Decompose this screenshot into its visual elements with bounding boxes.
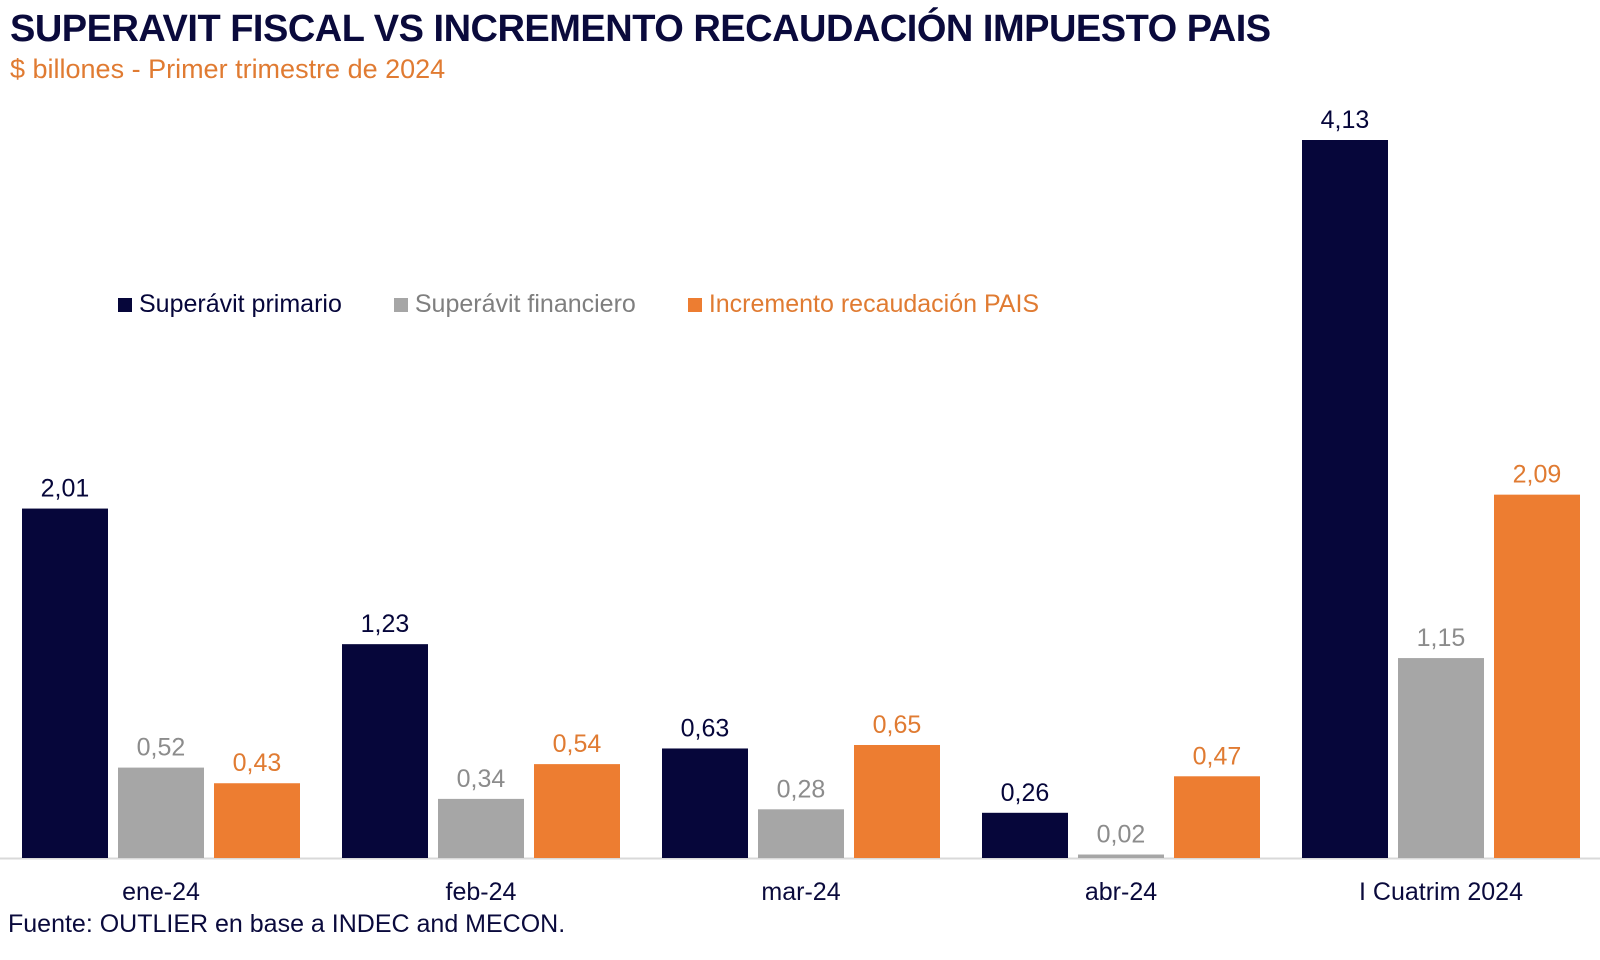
bar (1302, 140, 1388, 858)
legend-item-superavit-financiero: Superávit financiero (393, 290, 636, 319)
x-tick-label: feb-24 (446, 878, 517, 906)
data-label: 4,13 (1321, 106, 1370, 134)
data-label: 0,63 (681, 714, 730, 742)
x-tick-label: mar-24 (761, 878, 840, 906)
bar (982, 812, 1068, 858)
bar (758, 809, 844, 858)
legend: Superávit primario Superávit financiero … (118, 290, 1091, 319)
source-note: Fuente: OUTLIER en base a INDEC and MECO… (8, 910, 566, 938)
chart-title: SUPERAVIT FISCAL VS INCREMENTO RECAUDACI… (10, 8, 1271, 50)
bar (342, 644, 428, 858)
data-label: 0,28 (777, 775, 826, 803)
bar (214, 783, 300, 858)
data-label: 0,52 (137, 734, 186, 762)
data-label: 0,54 (553, 730, 602, 758)
data-label: 1,15 (1417, 624, 1466, 652)
legend-item-superavit-primario: Superávit primario (118, 290, 342, 319)
bar (22, 508, 108, 858)
bar (662, 748, 748, 858)
bar (1398, 658, 1484, 858)
data-label: 1,23 (361, 610, 410, 638)
data-label: 0,65 (873, 711, 922, 739)
data-label: 0,26 (1001, 779, 1050, 807)
data-label: 0,34 (457, 765, 506, 793)
bar (1078, 854, 1164, 858)
bar (1494, 494, 1580, 858)
legend-label: Superávit financiero (414, 290, 636, 318)
chart-subtitle: $ billones - Primer trimestre de 2024 (10, 54, 446, 84)
x-tick-label: I Cuatrim 2024 (1359, 878, 1523, 906)
bar (438, 798, 524, 858)
bar (1174, 776, 1260, 858)
data-label: 0,43 (233, 749, 282, 777)
bar (854, 744, 940, 858)
bar (118, 767, 204, 858)
legend-label: Superávit primario (139, 290, 342, 318)
bar (534, 764, 620, 858)
data-label: 2,01 (41, 475, 90, 503)
legend-label: Incremento recaudación PAIS (708, 290, 1040, 318)
data-label: 0,02 (1097, 821, 1146, 849)
legend-swatch-icon (687, 297, 702, 312)
data-label: 2,09 (1513, 461, 1562, 489)
legend-item-incremento-pais: Incremento recaudación PAIS (687, 290, 1040, 319)
legend-swatch-icon (393, 297, 408, 312)
x-tick-label: ene-24 (122, 878, 200, 906)
x-tick-label: abr-24 (1085, 878, 1157, 906)
data-label: 0,47 (1193, 742, 1242, 770)
legend-swatch-icon (118, 297, 132, 312)
